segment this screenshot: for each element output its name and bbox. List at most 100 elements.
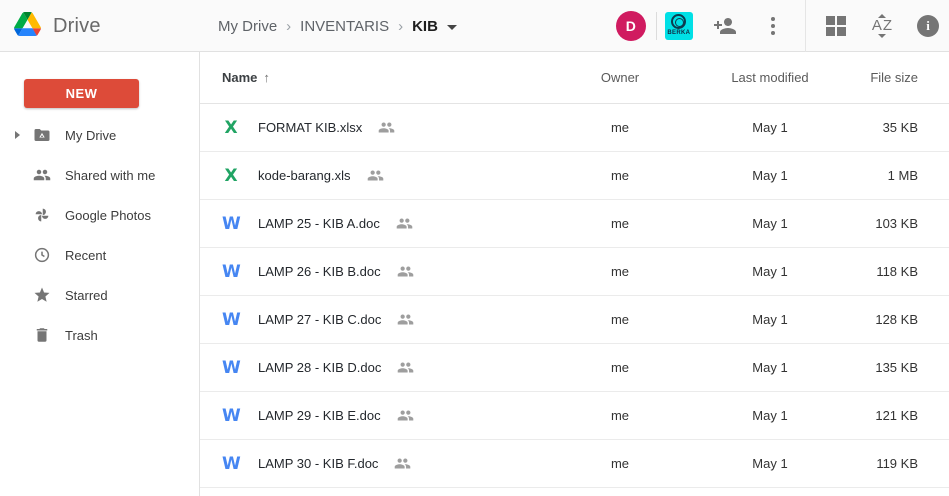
more-options-button[interactable]	[765, 17, 781, 35]
divider	[804, 0, 806, 52]
recent-clock-icon	[33, 246, 51, 264]
sort-button[interactable]: AZ	[872, 14, 893, 38]
file-size: 35 KB	[882, 120, 918, 135]
table-row[interactable]: W LAMP 28 - KIB D.doc me May 1 135 KB	[200, 344, 949, 392]
org-emblem-icon	[671, 14, 687, 29]
breadcrumb-separator: ›	[398, 17, 404, 35]
sidebar-item-label: Starred	[65, 287, 108, 303]
word-file-icon: W	[222, 309, 241, 330]
table-row[interactable]: W LAMP 27 - KIB C.doc me May 1 128 KB	[200, 296, 949, 344]
sidebar-item-recent[interactable]: Recent	[0, 235, 199, 275]
shared-people-icon	[394, 455, 411, 472]
word-file-icon: W	[222, 261, 241, 282]
shared-people-icon	[378, 119, 395, 136]
breadcrumb: My Drive › INVENTARIS › KIB	[218, 0, 457, 52]
column-header-last-modified[interactable]: Last modified	[731, 70, 809, 85]
divider	[655, 12, 657, 40]
folder-dropdown-caret-icon	[446, 24, 457, 30]
table-row[interactable]: W LAMP 30 - KIB F.doc me May 1 119 KB	[200, 440, 949, 488]
breadcrumb-inventaris[interactable]: INVENTARIS	[300, 17, 390, 35]
shared-people-icon	[397, 407, 414, 424]
file-owner: me	[610, 216, 630, 231]
shared-people-icon	[397, 311, 414, 328]
three-dots-icon	[770, 17, 775, 35]
breadcrumb-separator: ›	[286, 17, 292, 35]
shared-people-icon	[367, 167, 384, 184]
top-bar: Drive My Drive › INVENTARIS › KIB D BERK…	[0, 0, 949, 52]
file-owner: me	[610, 360, 630, 375]
grid-view-button[interactable]	[825, 16, 846, 36]
sidebar-item-google-photos[interactable]: Google Photos	[0, 195, 199, 235]
current-folder-label: KIB	[412, 17, 438, 35]
star-icon	[33, 286, 51, 304]
sidebar-item-my-drive[interactable]: My Drive	[0, 115, 199, 155]
file-name: LAMP 25 - KIB A.doc	[258, 216, 380, 231]
file-modified: May 1	[752, 456, 788, 471]
file-name: LAMP 26 - KIB B.doc	[258, 264, 381, 279]
sidebar-item-label: Trash	[65, 327, 98, 343]
file-size: 103 KB	[875, 216, 918, 231]
user-avatar[interactable]: D	[615, 11, 646, 41]
details-info-button[interactable]: i	[917, 15, 939, 37]
my-drive-folder-icon	[33, 126, 51, 144]
column-header-file-size[interactable]: File size	[870, 70, 918, 85]
sort-ascending-arrow-icon: ↑	[263, 70, 270, 85]
file-owner: me	[610, 456, 630, 471]
column-header-name[interactable]: Name ↑	[222, 70, 270, 85]
new-button[interactable]: NEW	[24, 79, 139, 108]
table-row[interactable]: W LAMP 26 - KIB B.doc me May 1 118 KB	[200, 248, 949, 296]
sidebar-item-trash[interactable]: Trash	[0, 315, 199, 355]
org-avatar[interactable]: BERKA	[664, 12, 693, 40]
file-size: 1 MB	[887, 168, 918, 183]
add-person-icon	[713, 18, 736, 34]
word-file-icon: W	[222, 357, 241, 378]
table-row[interactable]: W LAMP 29 - KIB E.doc me May 1 121 KB	[200, 392, 949, 440]
topbar-actions: D BERKA AZ i	[615, 0, 949, 52]
file-modified: May 1	[752, 360, 788, 375]
sidebar-item-label: Shared with me	[65, 167, 156, 183]
file-name: FORMAT KIB.xlsx	[258, 120, 363, 135]
drive-logo-home-link[interactable]: Drive	[14, 0, 101, 52]
table-row[interactable]: X FORMAT KIB.xlsx me May 1 35 KB	[200, 104, 949, 152]
main-area: NEW My Drive Shared w	[0, 52, 949, 496]
file-name: LAMP 29 - KIB E.doc	[258, 408, 381, 423]
sidebar-nav: My Drive Shared with me	[0, 115, 199, 355]
table-row[interactable]: W LAMP 25 - KIB A.doc me May 1 103 KB	[200, 200, 949, 248]
breadcrumb-current-folder[interactable]: KIB	[412, 18, 457, 35]
excel-file-icon: X	[224, 117, 238, 138]
file-modified: May 1	[752, 264, 788, 279]
file-modified: May 1	[752, 408, 788, 423]
file-list: Name ↑ Owner Last modified File size X F…	[200, 52, 949, 496]
expand-arrow-icon[interactable]	[15, 131, 25, 139]
breadcrumb-my-drive[interactable]: My Drive	[218, 17, 278, 35]
column-header-owner[interactable]: Owner	[600, 70, 640, 85]
file-owner: me	[610, 264, 630, 279]
excel-file-icon: X	[224, 165, 238, 186]
google-photos-icon	[33, 206, 51, 224]
sidebar-item-label: My Drive	[65, 127, 117, 143]
file-modified: May 1	[752, 168, 788, 183]
file-modified: May 1	[752, 312, 788, 327]
sort-down-caret-icon	[878, 34, 887, 38]
file-owner: me	[610, 408, 630, 423]
file-name: kode-barang.xls	[258, 168, 351, 183]
grid-view-icon	[825, 16, 846, 36]
trash-icon	[33, 326, 51, 344]
sort-az-icon: AZ	[871, 17, 893, 34]
sidebar-item-shared-with-me[interactable]: Shared with me	[0, 155, 199, 195]
file-size: 121 KB	[875, 408, 918, 423]
share-add-person-button[interactable]	[713, 14, 737, 38]
shared-people-icon	[396, 215, 413, 232]
word-file-icon: W	[222, 453, 241, 474]
drive-logo-icon	[14, 11, 41, 41]
file-size: 135 KB	[875, 360, 918, 375]
file-name: LAMP 30 - KIB F.doc	[258, 456, 379, 471]
file-size: 119 KB	[876, 456, 918, 471]
file-name: LAMP 27 - KIB C.doc	[258, 312, 382, 327]
table-row[interactable]: X kode-barang.xls me May 1 1 MB	[200, 152, 949, 200]
sidebar-item-label: Google Photos	[65, 207, 152, 223]
sidebar-item-starred[interactable]: Starred	[0, 275, 199, 315]
word-file-icon: W	[222, 405, 241, 426]
shared-people-icon	[397, 359, 414, 376]
sort-up-caret-icon	[878, 14, 887, 18]
